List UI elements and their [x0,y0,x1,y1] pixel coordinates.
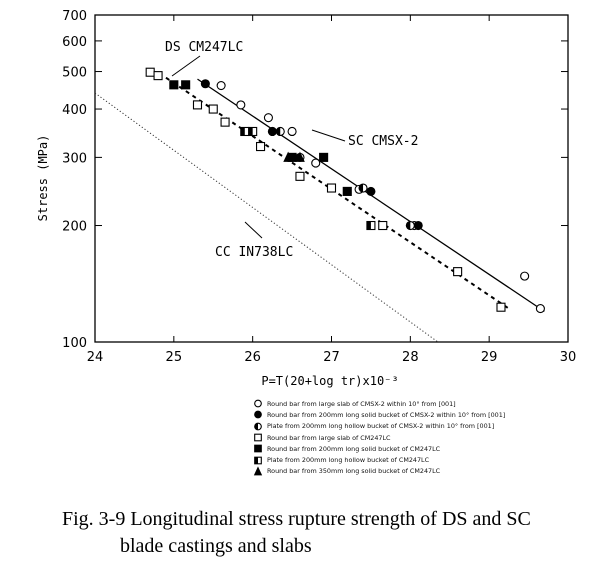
data-point [342,186,352,196]
data-point [413,220,423,231]
x-tick-label: 29 [481,350,498,365]
x-axis-label: P=T(20+log tr)x10⁻³ [261,374,398,388]
filled-circle-marker-icon [252,409,264,420]
legend-label: Round bar from 200mm long solid bucket o… [267,444,441,453]
y-tick-label: 400 [62,103,87,118]
legend-item: Plate from 200mm long hollow bucket of C… [252,454,592,465]
data-point [145,67,155,77]
trend-line [165,76,510,310]
open-square-marker-icon [252,432,264,443]
data-point [192,100,203,110]
legend-label: Round bar from 350mm long solid bucket o… [267,467,441,476]
y-tick-label: 100 [62,336,87,351]
caption-line-1: Fig. 3-9 Longitudinal stress rupture str… [62,508,531,530]
legend-label: Plate from 200mm long hollow bucket of C… [267,456,430,465]
annotation-cc-in738lc: CC IN738LC [215,245,293,260]
ds-label-leader [171,55,201,77]
data-point [405,220,415,231]
legend-label: Round bar from large slab of CM247LC [267,433,391,442]
annotation-ds-cm247lc: DS CM247LC [165,40,243,55]
trend-line [94,92,439,343]
legend-label: Round bar from 200mm long solid bucket o… [267,410,506,419]
legend-item: Round bar from 200mm long solid bucket o… [252,409,592,420]
data-point [236,100,246,110]
data-point [311,158,321,168]
x-tick-label: 27 [323,350,340,365]
data-point [254,456,262,464]
y-tick-label: 200 [62,220,87,235]
data-point [453,267,463,277]
open-circle-marker-icon [252,398,264,409]
data-point [319,152,329,162]
data-point [216,81,226,91]
data-point [254,444,262,453]
data-point [366,186,376,196]
data-point [366,220,376,231]
y-tick-label: 500 [62,66,87,81]
data-point [254,411,262,419]
data-point [295,151,305,162]
x-tick-label: 24 [87,350,104,365]
data-point [253,466,263,476]
data-point [169,80,179,90]
x-axis-ticks: 24 25 26 27 28 29 30 [87,15,577,365]
legend-label: Plate from 200mm long hollow bucket of C… [267,422,495,431]
data-point [220,117,230,127]
data-point [200,79,210,89]
figure-caption: Fig. 3-9 Longitudinal stress rupture str… [62,506,592,560]
x-tick-label: 26 [244,350,261,365]
data-point [535,304,545,314]
data-point [295,171,305,181]
filled-square-marker-icon [252,443,264,454]
half-circle-marker-icon [252,421,264,432]
data-point [153,71,163,81]
legend-item: Round bar from large slab of CMSX-2 with… [252,398,592,409]
y-tick-label: 300 [62,151,87,166]
chart-legend: Round bar from large slab of CMSX-2 with… [252,398,592,477]
data-point [254,399,262,408]
data-point [287,126,297,137]
annotation-sc-cmsx2: SC CMSX-2 [348,134,418,149]
data-point [181,80,191,90]
stress-rupture-chart: 24 25 26 27 28 29 30 100 200 300 400 500 600 700 P=T… [36,9,577,388]
x-tick-label: 30 [560,350,577,365]
y-axis-label: Stress (MPa) [36,135,50,222]
data-point [208,104,218,114]
cc-label-leader [244,221,263,239]
y-axis-ticks: 100 200 300 400 500 600 700 [62,9,568,351]
data-point [520,271,530,281]
legend-label: Round bar from large slab of CMSX-2 with… [267,399,456,408]
data-point [255,141,266,152]
data-point [263,113,273,123]
data-point [283,151,294,162]
y-tick-label: 600 [62,35,87,50]
data-point [267,126,277,137]
half-square-marker-icon [252,455,264,466]
x-tick-label: 25 [166,350,183,365]
filled-triangle-marker-icon [252,466,264,477]
data-point [254,433,262,442]
data-point [326,183,337,193]
plot-frame [94,14,569,343]
data-points [145,67,545,314]
sc-label-leader [311,129,346,142]
data-point [275,126,285,137]
legend-item: Plate from 200mm long hollow bucket of C… [252,421,592,432]
trend-lines [94,76,545,343]
data-point [254,422,262,431]
data-point [378,220,388,231]
caption-line-2: blade castings and slabs [120,535,312,557]
y-tick-label: 700 [62,9,87,24]
data-point [248,126,258,137]
legend-item: Round bar from large slab of CM247LC [252,432,592,443]
data-point [496,302,506,312]
x-tick-label: 28 [402,350,419,365]
legend-item: Round bar from 200mm long solid bucket o… [252,443,592,454]
legend-item: Round bar from 350mm long solid bucket o… [252,466,592,477]
data-point [358,183,368,193]
data-point [240,126,250,137]
